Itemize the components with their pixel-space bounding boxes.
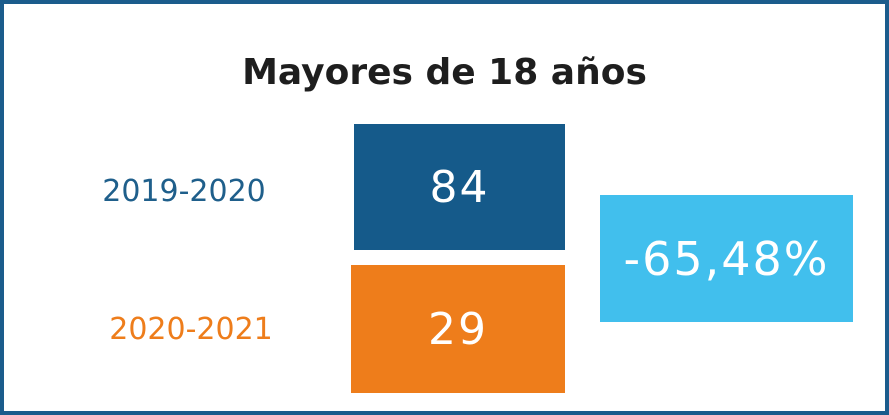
- period-label: 2020-2021: [109, 312, 273, 347]
- change-box: -65,48%: [600, 195, 853, 322]
- value-box: 29: [351, 265, 565, 393]
- value-box: 84: [354, 124, 565, 250]
- title: Mayores de 18 años: [242, 52, 647, 93]
- period-label: 2019-2020: [102, 174, 266, 209]
